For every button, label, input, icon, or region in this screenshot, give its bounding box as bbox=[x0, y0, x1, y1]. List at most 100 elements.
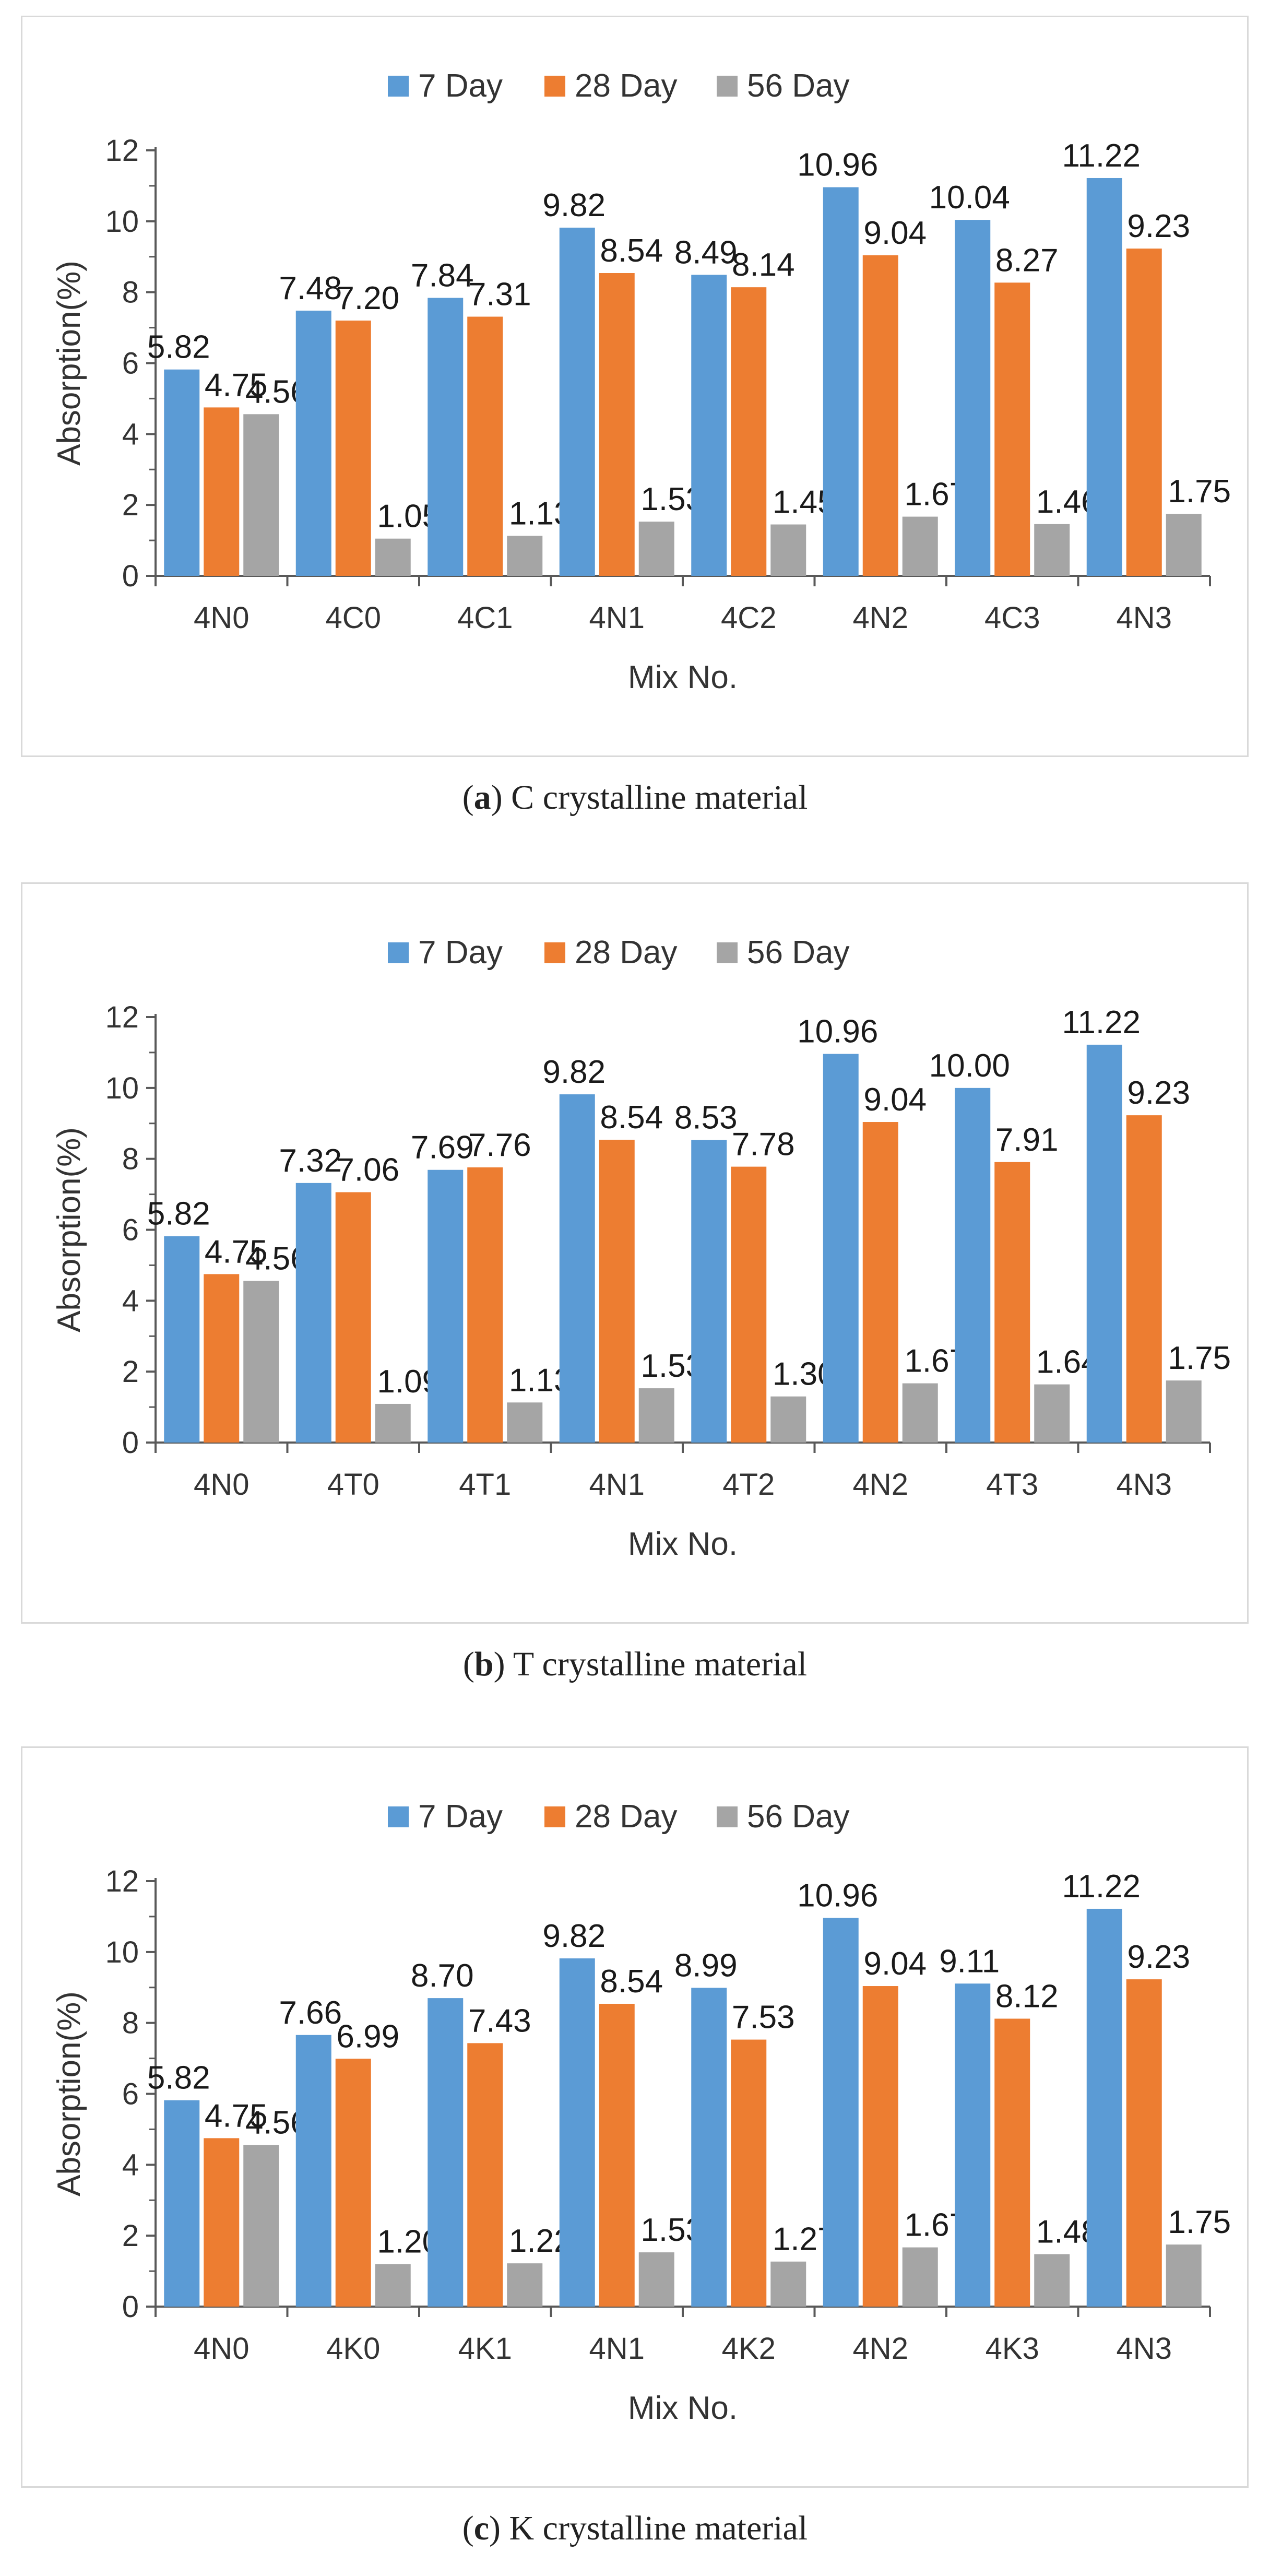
caption-c: (c) K crystalline material bbox=[0, 2509, 1270, 2548]
data-label-c-4N2-s0: 10.96 bbox=[797, 1878, 878, 1914]
x-tick-label-c-3: 4N1 bbox=[589, 2332, 645, 2366]
y-tick-label-c-0: 0 bbox=[122, 2290, 139, 2324]
bar-a-4N2-s1 bbox=[862, 255, 898, 576]
data-label-a-4C0-s1: 7.20 bbox=[336, 280, 399, 316]
data-label-b-4N3-s2: 1.75 bbox=[1168, 1340, 1231, 1376]
bar-b-4N1-s2 bbox=[638, 1388, 674, 1443]
data-label-c-4N3-s1: 9.23 bbox=[1127, 1939, 1190, 1975]
bar-c-4K3-s0 bbox=[955, 1983, 991, 2307]
bar-b-4N1-s1 bbox=[599, 1139, 635, 1443]
legend-swatch-c-2 bbox=[717, 1806, 738, 1827]
bar-c-4N1-s1 bbox=[599, 2003, 635, 2307]
y-tick-label-a-6: 12 bbox=[105, 134, 139, 168]
x-tick-label-c-0: 4N0 bbox=[194, 2332, 249, 2366]
bar-a-4C2-s0 bbox=[691, 275, 727, 576]
data-label-c-4N0-s1: 4.75 bbox=[205, 2098, 268, 2134]
bar-c-4K3-s2 bbox=[1034, 2254, 1070, 2307]
data-label-b-4N1-s0: 9.82 bbox=[542, 1054, 606, 1090]
data-label-b-4N0-s1: 4.75 bbox=[205, 1234, 268, 1270]
bar-b-4N3-s1 bbox=[1126, 1115, 1162, 1443]
data-label-a-4C3-s0: 10.04 bbox=[929, 180, 1010, 216]
y-tick-label-c-3: 6 bbox=[122, 2077, 139, 2111]
legend-swatch-a-0 bbox=[388, 76, 409, 97]
legend-label-a-0: 7 Day bbox=[418, 68, 503, 104]
bar-c-4N0-s2 bbox=[243, 2145, 279, 2307]
bar-b-4T1-s0 bbox=[428, 1169, 464, 1443]
bar-c-4N3-s2 bbox=[1166, 2244, 1202, 2307]
bar-a-4C0-s2 bbox=[375, 538, 411, 576]
bar-b-4T2-s1 bbox=[731, 1166, 767, 1443]
caption-a-open: ( bbox=[462, 778, 474, 817]
data-label-b-4T2-s1: 7.78 bbox=[732, 1127, 795, 1163]
legend-label-b-0: 7 Day bbox=[418, 935, 503, 971]
legend-label-c-0: 7 Day bbox=[418, 1799, 503, 1835]
caption-c-open: ( bbox=[462, 2509, 474, 2547]
bar-b-4N2-s0 bbox=[823, 1054, 859, 1443]
y-tick-label-b-3: 6 bbox=[122, 1213, 139, 1247]
bar-b-4T1-s1 bbox=[467, 1167, 503, 1443]
data-label-a-4C0-s0: 7.48 bbox=[279, 270, 342, 306]
y-tick-label-a-5: 10 bbox=[105, 205, 139, 239]
data-label-b-4T0-s1: 7.06 bbox=[336, 1152, 399, 1188]
legend-swatch-b-1 bbox=[544, 942, 565, 963]
bar-b-4T0-s0 bbox=[295, 1183, 331, 1443]
data-label-b-4T1-s0: 7.69 bbox=[411, 1130, 474, 1166]
x-tick-label-c-6: 4K3 bbox=[986, 2332, 1039, 2366]
bar-c-4K2-s0 bbox=[691, 1988, 727, 2307]
y-tick-label-b-1: 2 bbox=[122, 1355, 139, 1389]
data-label-c-4K0-s0: 7.66 bbox=[279, 1995, 342, 2031]
data-label-b-4N2-s1: 9.04 bbox=[863, 1082, 927, 1118]
y-tick-label-a-1: 2 bbox=[122, 488, 139, 522]
data-label-c-4K1-s1: 7.43 bbox=[468, 2003, 531, 2039]
bar-b-4N3-s0 bbox=[1086, 1044, 1122, 1443]
bar-a-4C1-s2 bbox=[507, 536, 543, 576]
bar-c-4N1-s0 bbox=[559, 1958, 595, 2307]
bar-a-4N1-s1 bbox=[599, 273, 635, 576]
data-label-a-4N3-s1: 9.23 bbox=[1127, 208, 1190, 244]
x-tick-label-a-2: 4C1 bbox=[457, 601, 513, 635]
data-label-c-4K1-s0: 8.70 bbox=[411, 1958, 474, 1994]
bar-c-4K0-s2 bbox=[375, 2264, 411, 2307]
x-tick-label-b-0: 4N0 bbox=[194, 1468, 249, 1502]
y-tick-label-a-3: 6 bbox=[122, 347, 139, 381]
caption-b-text: ) T crystalline material bbox=[493, 1645, 808, 1683]
y-tick-label-a-0: 0 bbox=[122, 559, 139, 593]
bar-b-4N2-s2 bbox=[902, 1383, 938, 1443]
bar-c-4K2-s2 bbox=[770, 2261, 806, 2307]
bar-a-4C2-s2 bbox=[770, 524, 806, 576]
data-label-a-4C1-s1: 7.31 bbox=[468, 277, 531, 313]
bar-a-4N2-s2 bbox=[902, 516, 938, 576]
x-tick-label-c-5: 4N2 bbox=[853, 2332, 908, 2366]
y-tick-label-c-5: 10 bbox=[105, 1935, 139, 1969]
x-tick-label-a-3: 4N1 bbox=[589, 601, 645, 635]
bar-chart-a: 7 Day 28 Day 56 Day0246810125.824.754.564N… bbox=[51, 68, 1231, 695]
bar-a-4N1-s0 bbox=[559, 228, 595, 576]
x-tick-label-a-7: 4N3 bbox=[1117, 601, 1172, 635]
y-tick-label-b-0: 0 bbox=[122, 1426, 139, 1460]
data-label-c-4N3-s0: 11.22 bbox=[1062, 1869, 1141, 1905]
bar-a-4N0-s2 bbox=[243, 414, 279, 576]
x-tick-label-b-4: 4T2 bbox=[722, 1468, 775, 1502]
x-axis-title-c: Mix No. bbox=[628, 2390, 738, 2426]
x-tick-label-b-3: 4N1 bbox=[589, 1468, 645, 1502]
bar-c-4K3-s1 bbox=[994, 2018, 1030, 2307]
bar-a-4C1-s1 bbox=[467, 316, 503, 576]
bar-b-4N3-s2 bbox=[1166, 1380, 1202, 1443]
bar-b-4T2-s2 bbox=[770, 1396, 806, 1443]
bar-b-4N0-s2 bbox=[243, 1281, 279, 1443]
caption-c-letter: c bbox=[473, 2509, 490, 2547]
legend-label-a-2: 56 Day bbox=[747, 68, 849, 104]
data-label-b-4T1-s1: 7.76 bbox=[468, 1127, 531, 1163]
x-tick-label-a-6: 4C3 bbox=[984, 601, 1040, 635]
bar-b-4N0-s1 bbox=[204, 1274, 240, 1443]
x-tick-label-c-7: 4N3 bbox=[1117, 2332, 1172, 2366]
data-label-c-4N3-s2: 1.75 bbox=[1168, 2204, 1231, 2240]
x-tick-label-b-6: 4T3 bbox=[986, 1468, 1038, 1502]
x-tick-label-b-5: 4N2 bbox=[853, 1468, 908, 1502]
bar-chart-c: 7 Day 28 Day 56 Day0246810125.824.754.564N… bbox=[51, 1799, 1231, 2426]
x-tick-label-c-1: 4K0 bbox=[326, 2332, 380, 2366]
caption-c-text: ) K crystalline material bbox=[489, 2509, 808, 2547]
y-axis-title-b: Absorption(%) bbox=[51, 1127, 87, 1332]
bar-a-4C1-s0 bbox=[428, 298, 464, 576]
bar-a-4N3-s0 bbox=[1086, 178, 1122, 576]
